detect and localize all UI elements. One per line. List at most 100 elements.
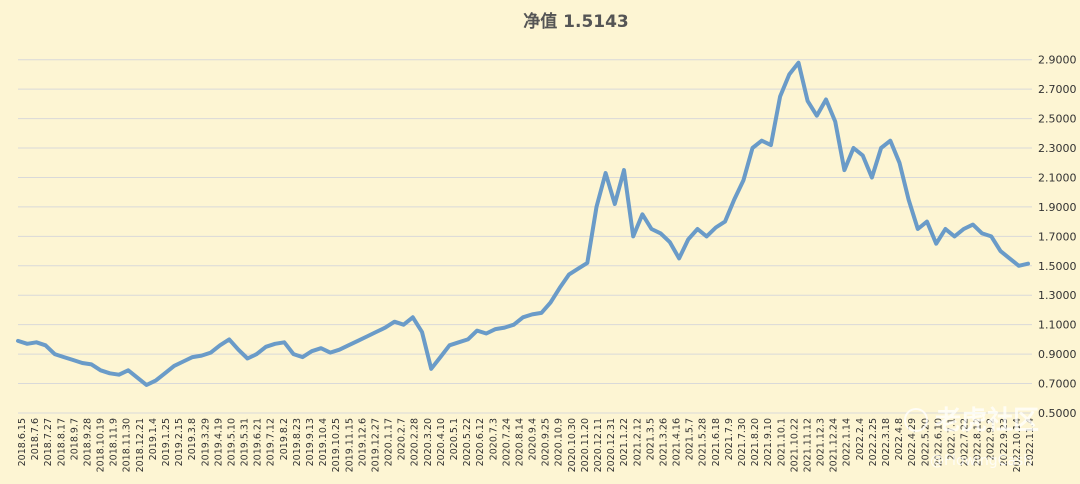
x-tick-label: 2021.7.9 bbox=[724, 418, 735, 460]
x-tick-label: 2022.4.8 bbox=[894, 418, 905, 460]
x-tick-label: 2022.9.23 bbox=[999, 418, 1010, 466]
x-tick-label: 2020.2.28 bbox=[410, 418, 421, 466]
x-tick-label: 2018.12.21 bbox=[135, 418, 146, 472]
y-tick-label: 0.5000 bbox=[1038, 407, 1077, 420]
y-axis-ticks: 0.5000 0.7000 0.9000 1.1000 1.3000 1.5000 1.70… bbox=[1038, 54, 1077, 420]
x-tick-label: 2021.11.12 bbox=[802, 418, 813, 472]
x-tick-label: 2019.3.8 bbox=[187, 418, 198, 460]
chart-title: 净值 1.5143 bbox=[523, 11, 629, 32]
y-tick-label: 1.1000 bbox=[1038, 319, 1077, 332]
x-tick-label: 2019.1.25 bbox=[161, 418, 172, 466]
x-tick-label: 2019.5.10 bbox=[226, 418, 237, 466]
x-tick-label: 2021.5.7 bbox=[685, 418, 696, 460]
watermark-logo-icon bbox=[904, 408, 928, 432]
x-tick-label: 2019.10.4 bbox=[318, 418, 329, 466]
x-tick-label: 2022.7.22 bbox=[960, 418, 971, 466]
x-tick-label: 2020.10.9 bbox=[554, 418, 565, 466]
x-tick-label: 2022.2.4 bbox=[855, 418, 866, 460]
x-tick-label: 2021.8.20 bbox=[750, 418, 761, 466]
x-tick-label: 2020.7.24 bbox=[501, 418, 512, 466]
x-tick-label: 2022.2.25 bbox=[868, 418, 879, 466]
x-tick-label: 2020.4.10 bbox=[436, 418, 447, 466]
x-tick-label: 2021.4.16 bbox=[672, 418, 683, 466]
x-tick-label: 2020.1.17 bbox=[384, 418, 395, 466]
y-tick-label: 2.7000 bbox=[1038, 83, 1077, 96]
x-tick-label: 2021.3.5 bbox=[645, 418, 656, 460]
x-tick-label: 2019.10.25 bbox=[331, 418, 342, 472]
x-tick-label: 2020.8.14 bbox=[514, 418, 525, 466]
watermark-handle: @FlowingCash bbox=[930, 453, 1032, 469]
x-tick-label: 2020.3.20 bbox=[423, 418, 434, 466]
x-tick-label: 2021.5.28 bbox=[698, 418, 709, 466]
x-tick-label: 2019.8.23 bbox=[292, 418, 303, 466]
x-tick-label: 2019.12.27 bbox=[370, 418, 381, 472]
x-tick-label: 2018.9.7 bbox=[69, 418, 80, 460]
x-tick-label: 2018.11.9 bbox=[109, 418, 120, 466]
y-tick-label: 2.5000 bbox=[1038, 113, 1077, 126]
x-tick-label: 2020.9.25 bbox=[541, 418, 552, 466]
y-tick-label: 0.9000 bbox=[1038, 348, 1077, 361]
x-tick-label: 2022.8.12 bbox=[973, 418, 984, 466]
x-tick-label: 2020.2.7 bbox=[397, 418, 408, 460]
x-tick-label: 2018.8.17 bbox=[56, 418, 67, 466]
x-tick-label: 2021.10.1 bbox=[776, 418, 787, 466]
x-tick-label: 2021.12.3 bbox=[816, 418, 827, 466]
gridlines bbox=[18, 59, 1032, 414]
watermark: 老虎社区 @FlowingCash bbox=[904, 405, 1039, 469]
x-tick-label: 2022.10.14 bbox=[1012, 418, 1023, 472]
x-tick-label: 2018.6.15 bbox=[17, 418, 28, 466]
x-tick-label: 2021.12.24 bbox=[829, 418, 840, 472]
x-tick-label: 2018.9.28 bbox=[82, 418, 93, 466]
x-tick-label: 2022.4.29 bbox=[907, 418, 918, 466]
series-layer bbox=[16, 60, 1030, 387]
y-tick-label: 1.7000 bbox=[1038, 230, 1077, 243]
x-tick-label: 2022.6.10 bbox=[933, 418, 944, 466]
x-tick-label: 2022.1.14 bbox=[842, 418, 853, 466]
x-tick-label: 2022.3.18 bbox=[881, 418, 892, 466]
x-tick-label: 2018.10.19 bbox=[96, 418, 107, 472]
x-tick-label: 2019.6.21 bbox=[253, 418, 264, 466]
x-tick-label: 2019.12.6 bbox=[357, 418, 368, 466]
x-tick-label: 2019.7.12 bbox=[266, 418, 277, 466]
x-tick-label: 2020.10.30 bbox=[567, 418, 578, 472]
x-tick-label: 2020.9.4 bbox=[528, 418, 539, 460]
x-tick-label: 2020.6.12 bbox=[475, 418, 486, 466]
x-tick-label: 2021.6.18 bbox=[711, 418, 722, 466]
y-tick-label: 2.3000 bbox=[1038, 142, 1077, 155]
x-tick-label: 2020.12.11 bbox=[593, 418, 604, 472]
x-tick-label: 2021.9.10 bbox=[763, 418, 774, 466]
x-tick-label: 2022.11.4 bbox=[1025, 418, 1036, 466]
y-tick-label: 2.1000 bbox=[1038, 171, 1077, 184]
x-tick-label: 2021.3.26 bbox=[658, 418, 669, 466]
x-tick-label: 2019.8.2 bbox=[279, 418, 290, 460]
x-tick-label: 2022.9.2 bbox=[986, 418, 997, 460]
x-tick-label: 2022.5.20 bbox=[920, 418, 931, 466]
x-tick-label: 2022.7.1 bbox=[946, 418, 957, 460]
x-tick-label: 2018.7.6 bbox=[30, 418, 41, 460]
series-line bbox=[16, 60, 1030, 387]
x-tick-label: 2021.1.22 bbox=[619, 418, 630, 466]
x-tick-label: 2021.2.12 bbox=[632, 418, 643, 466]
y-tick-label: 1.5000 bbox=[1038, 260, 1077, 273]
x-tick-label: 2019.4.19 bbox=[213, 418, 224, 466]
x-tick-label: 2019.5.31 bbox=[240, 418, 251, 466]
x-tick-label: 2019.9.13 bbox=[305, 418, 316, 466]
x-tick-label: 2020.7.3 bbox=[488, 418, 499, 460]
x-tick-label: 2020.12.31 bbox=[606, 418, 617, 472]
x-axis-ticks: 2018.6.15 2018.7.6 2018.7.27 2018.8.17 2018.… bbox=[17, 418, 1036, 472]
y-tick-label: 2.9000 bbox=[1038, 54, 1077, 67]
x-tick-label: 2018.11.30 bbox=[122, 418, 133, 472]
x-tick-label: 2019.3.29 bbox=[200, 418, 211, 466]
x-tick-label: 2021.7.30 bbox=[737, 418, 748, 466]
x-tick-label: 2018.7.27 bbox=[43, 418, 54, 466]
x-tick-label: 2021.10.22 bbox=[789, 418, 800, 472]
watermark-name: 老虎社区 bbox=[935, 405, 1039, 436]
x-tick-label: 2020.11.20 bbox=[580, 418, 591, 472]
y-tick-label: 0.7000 bbox=[1038, 378, 1077, 391]
x-tick-label: 2020.5.1 bbox=[449, 418, 460, 460]
y-tick-label: 1.3000 bbox=[1038, 289, 1077, 302]
y-tick-label: 1.9000 bbox=[1038, 201, 1077, 214]
x-tick-label: 2019.11.15 bbox=[344, 418, 355, 472]
x-tick-label: 2020.5.22 bbox=[462, 418, 473, 466]
